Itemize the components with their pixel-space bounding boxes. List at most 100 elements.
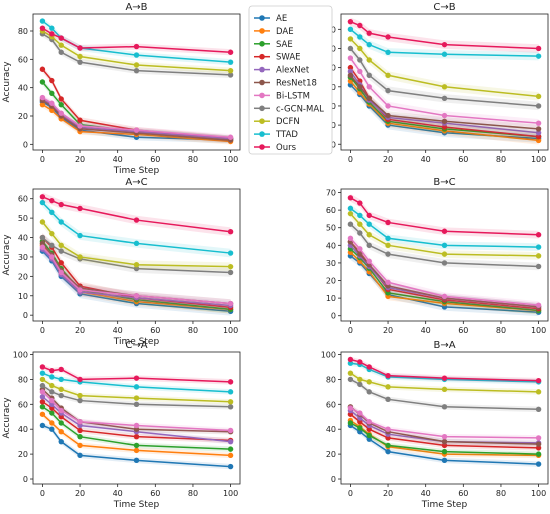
x-tick-label: 80 [188,155,198,164]
x-tick-label: 60 [458,155,468,164]
data-point [535,389,542,395]
series-band [42,404,231,452]
data-point [58,386,64,393]
data-point [366,221,372,227]
legend-label: Ours [276,143,297,153]
series-Bi-LSTM [39,389,234,434]
series-band [350,237,539,313]
x-axis-label: Time Step [113,166,160,176]
legend-marker [259,92,265,99]
data-point [133,293,140,299]
panel-title: B→C [433,177,455,188]
data-point [227,250,234,256]
series-AE [39,422,234,470]
panel-title: B→A [433,340,455,351]
legend-marker [259,105,265,112]
data-point [133,62,140,68]
series-band [42,241,231,314]
legend-marker [259,28,265,34]
series-band [350,405,539,441]
data-point [227,399,234,405]
data-point [535,126,542,132]
data-point [385,112,391,119]
data-point [49,107,55,114]
data-point [366,364,372,370]
data-point [535,120,542,126]
x-tick-label: 60 [150,326,160,335]
data-point [49,197,55,204]
data-point [77,53,83,60]
y-tick-label: 20 [18,272,28,281]
y-tick-label: 0 [331,312,336,321]
data-point [133,67,140,74]
legend-box [248,5,333,155]
y-tick-label: 60 [326,206,336,215]
series-band [350,360,539,385]
series-band [42,94,231,141]
legend-label: ResNet18 [276,79,317,89]
data-point [535,445,542,451]
data-point [535,93,542,100]
data-point [77,45,83,51]
data-point [535,253,542,259]
data-point [49,382,55,389]
data-point [227,134,234,140]
y-tick-label: 40 [18,234,28,243]
series-band [350,411,539,451]
data-point [441,433,448,440]
y-tick-label: 80 [18,27,28,36]
x-axis-label: Time Step [113,500,160,510]
data-point [227,389,234,395]
x-tick-label: 0 [348,326,353,335]
data-point [385,448,391,455]
series-DCFN [39,376,234,405]
data-point [385,426,391,432]
data-point [77,287,83,293]
series-band [350,193,539,239]
data-point [39,370,46,376]
data-point [535,406,542,412]
series-AE [347,422,542,467]
y-tick-label: 100 [321,350,336,359]
series-band [42,192,231,236]
data-point [133,375,140,381]
y-tick-label: 100 [13,350,28,359]
data-point [227,59,234,65]
data-point [441,448,448,455]
data-point [39,399,46,405]
data-point [133,447,140,454]
y-tick-label: 20 [326,277,336,286]
x-tick-label: 60 [150,155,160,164]
y-tick-label: 20 [18,112,28,121]
y-tick-label: 30 [326,259,336,268]
data-point [77,392,83,399]
legend-marker [259,66,265,73]
data-point [133,43,140,50]
data-point [357,84,363,90]
data-point [347,205,354,212]
x-tick-label: 100 [223,326,238,335]
series-band [42,370,231,395]
data-point [347,221,354,227]
data-point [347,18,354,25]
data-point [441,242,448,249]
series-band [350,53,539,128]
data-point [133,433,140,440]
data-point [441,41,448,48]
data-point [385,87,391,94]
data-point [58,201,64,208]
data-point [366,242,372,249]
data-point [227,263,234,270]
data-point [357,246,363,252]
data-point [535,461,542,467]
data-point [385,219,391,226]
data-point [357,230,363,236]
x-tick-label: 100 [223,155,238,164]
data-point [227,67,234,74]
series-c-GCN-MAL [347,376,542,413]
chart-panel-3: A→C 0 20 40 60 80 100 0 10 20 30 40 50 60 Time Step Acc… [2,177,241,347]
data-point [58,219,64,225]
series-Ours [347,356,542,384]
series-band [42,101,231,145]
chart-panel-4: B→C 0 20 40 60 80 100 0 10 20 30 40 50 60 70 [326,177,549,335]
